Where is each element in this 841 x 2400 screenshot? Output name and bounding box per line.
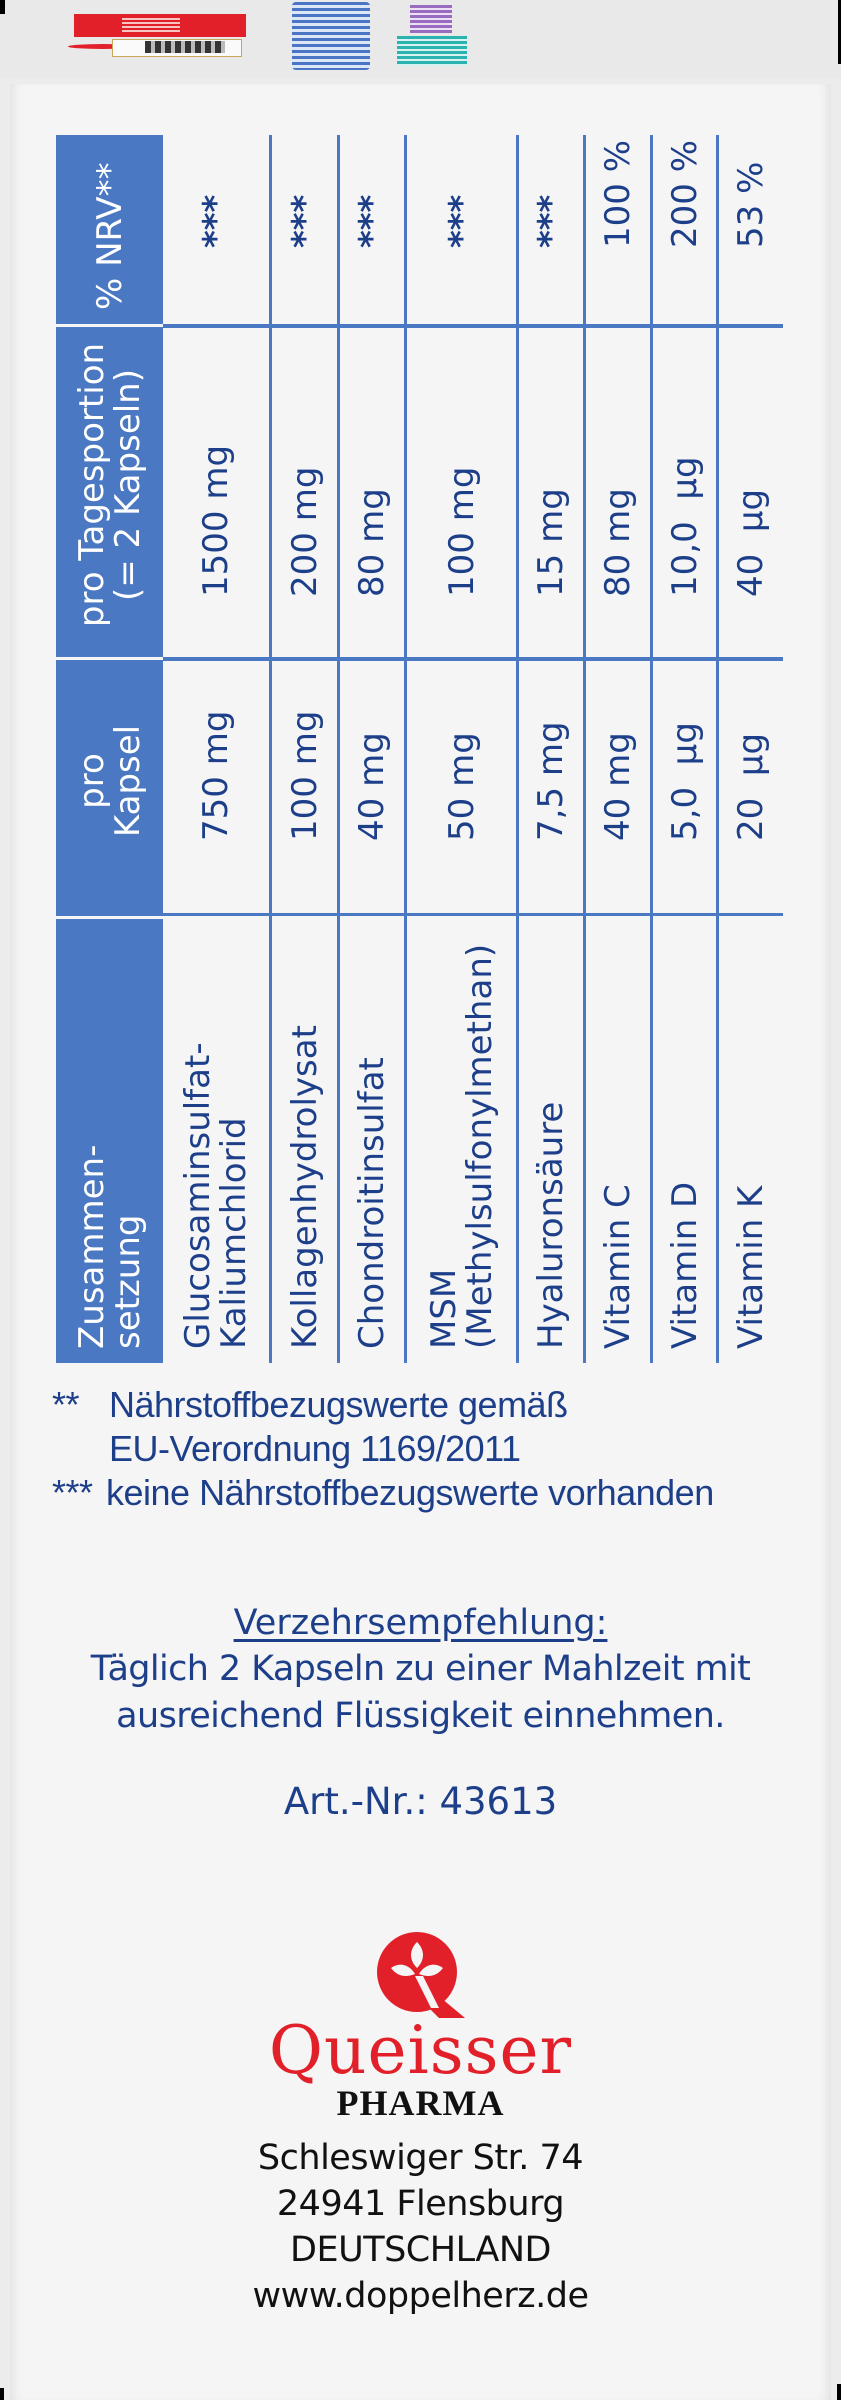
nrv-value: *** [163,135,272,324]
footnote-text: EU-Verordnung 1169/2011 [109,1428,521,1469]
ingredient-name: MSM (Methylsulfonylmethan) [407,916,519,1363]
address-city: 24941 Flensburg [276,2184,565,2224]
footnote-mark: *** [52,1472,93,1513]
nrv-value: 100 % [586,135,653,324]
purple-package-text [410,5,452,33]
ingredient-name: Vitamin K [731,1185,771,1349]
teal-package-text [397,36,467,66]
adjacent-packaging-strip [0,0,841,78]
per-capsule-value: 40 mg [340,657,407,916]
manufacturer-address: Schleswiger Str. 74 24941 Flensburg DEUT… [0,2135,841,2319]
table-row: Chondroitinsulfat 40 mg 80 mg *** [340,135,407,1363]
table-row: Vitamin C 40 mg 80 mg 100 % [586,135,653,1363]
table-row: Vitamin D 5,0 µg 10,0 µg 200 % [653,135,719,1363]
ingredient-name: Glucosaminsulfat- Kaliumchlorid [163,916,272,1363]
footnote-text: keine Nährstoffbezugswerte vorhanden [106,1472,714,1513]
per-day-value: 15 mg [519,324,586,657]
website-link[interactable]: www.doppelherz.de [252,2276,589,2316]
address-country: DEUTSCHLAND [290,2230,551,2270]
nutrition-table-rotated: Zusammen- setzung pro Kapsel pro Tagespo… [56,135,783,1363]
ingredient-name: Hyaluronsäure [519,916,586,1363]
per-capsule-value: 5,0 µg [653,657,719,916]
per-capsule-value: 7,5 mg [519,657,586,916]
per-day-value: 1500 mg [163,324,272,657]
corner-mark [837,2384,841,2400]
nrv-value: *** [407,135,519,324]
per-day-value: 80 mg [340,324,407,657]
nrv-value: *** [340,135,407,324]
per-day-value: 100 mg [407,324,519,657]
footnotes: ** Nährstoffbezugswerte gemäß EU-Verordn… [52,1383,812,1515]
table-row: Hyaluronsäure 7,5 mg 15 mg *** [519,135,586,1363]
per-capsule-value: 750 mg [163,657,272,916]
dosage-section: Verzehrsempfehlung: Täglich 2 Kapseln zu… [0,1600,841,1826]
footnote-nrv: ** Nährstoffbezugswerte gemäß EU-Verordn… [52,1383,812,1471]
queisser-leaf-q-icon [376,1932,465,2018]
dosage-title: Verzehrsempfehlung: [233,1603,608,1643]
article-number: Art.-Nr.: 43613 [283,1780,558,1823]
corner-mark [0,2388,4,2400]
red-swoosh-graphic [68,44,138,49]
ingredient-name: Chondroitinsulfat [340,916,407,1363]
per-capsule-value: 40 mg [586,657,653,916]
ingredient-name: Vitamin C [586,916,653,1363]
ingredient-name: Kollagenhydrolysat [272,916,340,1363]
dosage-text-line: ausreichend Flüssigkeit einnehmen. [116,1696,725,1736]
nutrition-table: Zusammen- setzung pro Kapsel pro Tagespo… [56,135,783,1363]
nrv-value: *** [519,135,586,324]
ingredient-name: Vitamin D [653,916,719,1363]
brand-subtitle: PHARMA [336,2083,505,2123]
per-day-value: 80 mg [586,324,653,657]
header-per-capsule: pro Kapsel [56,657,163,916]
footnote-no-nrv: *** keine Nährstoffbezugswerte vorhanden [52,1471,812,1515]
package-label-text [145,41,225,53]
table-row: Glucosaminsulfat- Kaliumchlorid 750 mg 1… [163,135,272,1363]
brand-name: Queisser [268,2012,573,2089]
corner-mark [0,0,5,14]
header-composition: Zusammen- setzung [56,916,163,1363]
table-row: Vitamin K 20 µg 40 µg 53 % [719,135,783,1363]
address-street: Schleswiger Str. 74 [257,2138,584,2178]
blue-package-text [292,2,370,70]
per-capsule-value: 50 mg [407,657,519,916]
corner-mark [838,0,841,64]
dosage-text-line: Täglich 2 Kapseln zu einer Mahlzeit mit [90,1649,751,1689]
per-day-value: 10,0 µg [653,324,719,657]
per-capsule-value: 20 µg [719,657,783,916]
nrv-value: *** [272,135,340,324]
footnote-mark: ** [52,1384,80,1425]
table-header-row: Zusammen- setzung pro Kapsel pro Tagespo… [56,135,163,1363]
table-row: MSM (Methylsulfonylmethan) 50 mg 100 mg … [407,135,519,1363]
per-day-value: 200 mg [272,324,340,657]
header-per-day: pro Tagesportion (= 2 Kapseln) [56,324,163,657]
header-nrv: % NRV** [56,135,163,324]
per-capsule-value: 100 mg [272,657,340,916]
nrv-value: 53 % [731,161,771,248]
footnote-text: Nährstoffbezugswerte gemäß [109,1384,568,1425]
table-row: Kollagenhydrolysat 100 mg 200 mg *** [272,135,340,1363]
nrv-value: 200 % [653,135,719,324]
brand-logo: Queisser PHARMA [0,1928,841,2123]
per-day-value: 40 µg [719,324,783,657]
red-package-text [122,18,180,32]
